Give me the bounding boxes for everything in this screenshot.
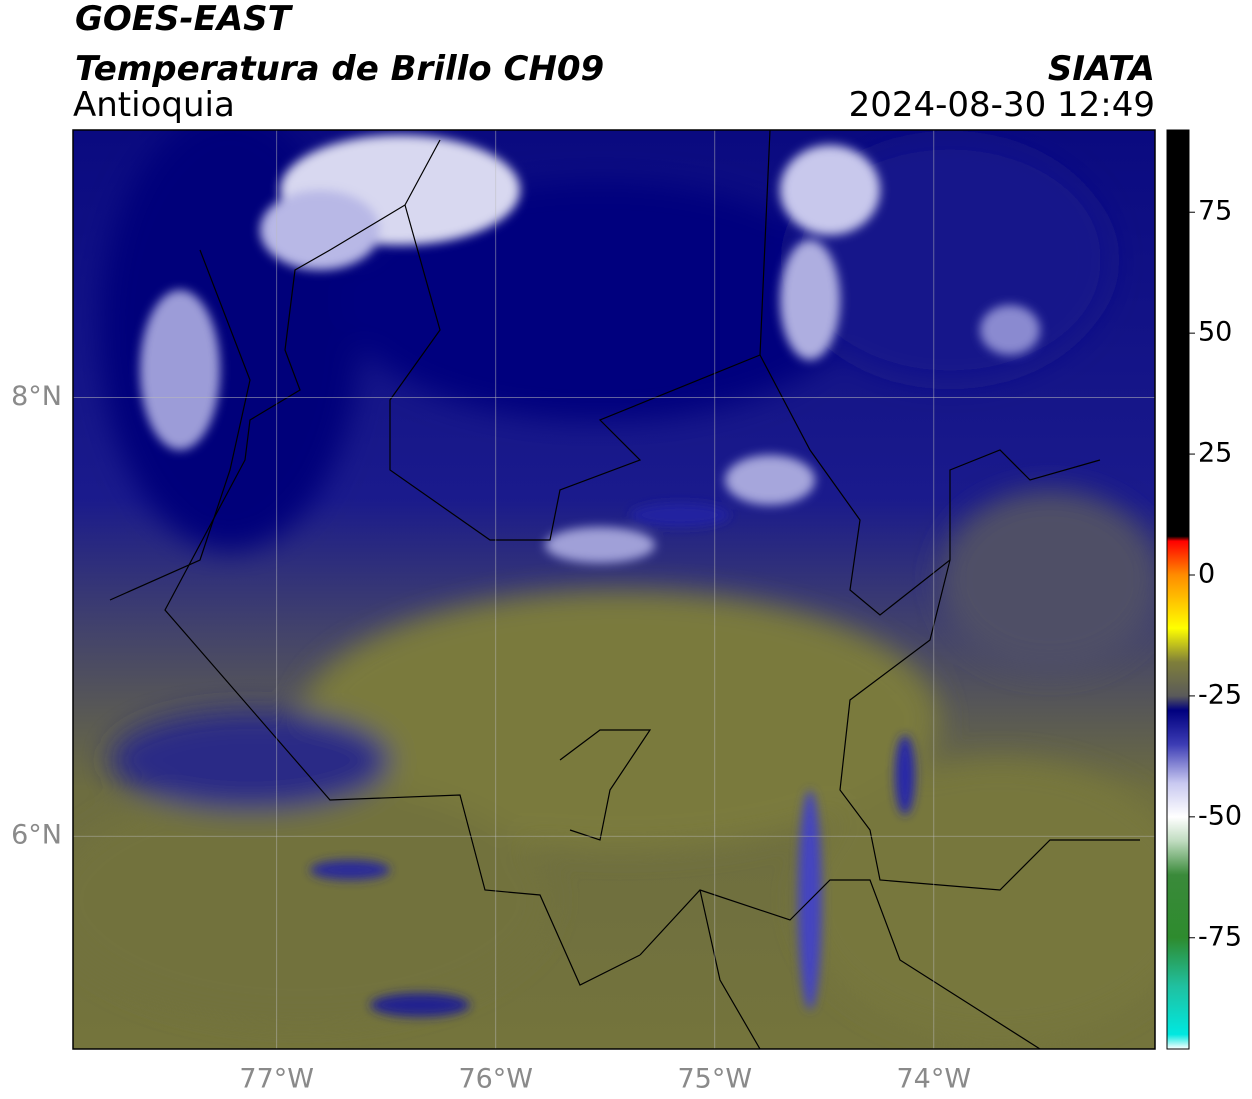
product: Temperatura de Brillo CH09 [75, 49, 604, 89]
y-tick-label: 6°N [11, 820, 62, 851]
colorbar-tick-label: 50 [1198, 317, 1232, 348]
colorbar-tick-label: 75 [1198, 196, 1232, 227]
x-tick-label: 75°W [677, 1064, 752, 1095]
grid [73, 130, 1155, 1049]
colorbar-tick-label: 25 [1198, 438, 1232, 469]
x-tick-label: 76°W [458, 1064, 533, 1095]
source: SIATA [1048, 49, 1155, 89]
map-frame [72, 129, 1156, 1050]
x-tick-label: 77°W [239, 1064, 314, 1095]
satellite-image [73, 130, 1155, 1049]
colorbar [1166, 129, 1190, 1050]
colorbar-tick-label: -25 [1198, 679, 1242, 710]
borders [109, 130, 1140, 1049]
satellite: GOES-EAST [75, 0, 294, 39]
colorbar-tick-label: -50 [1198, 800, 1242, 831]
region: Antioquia [73, 85, 235, 125]
y-tick-label: 8°N [11, 381, 62, 412]
x-tick-label: 74°W [897, 1064, 972, 1095]
datetime: 2024-08-30 12:49 [849, 85, 1155, 125]
colorbar-tick-label: -75 [1198, 921, 1242, 952]
colorbar-tick-label: 0 [1198, 558, 1215, 589]
